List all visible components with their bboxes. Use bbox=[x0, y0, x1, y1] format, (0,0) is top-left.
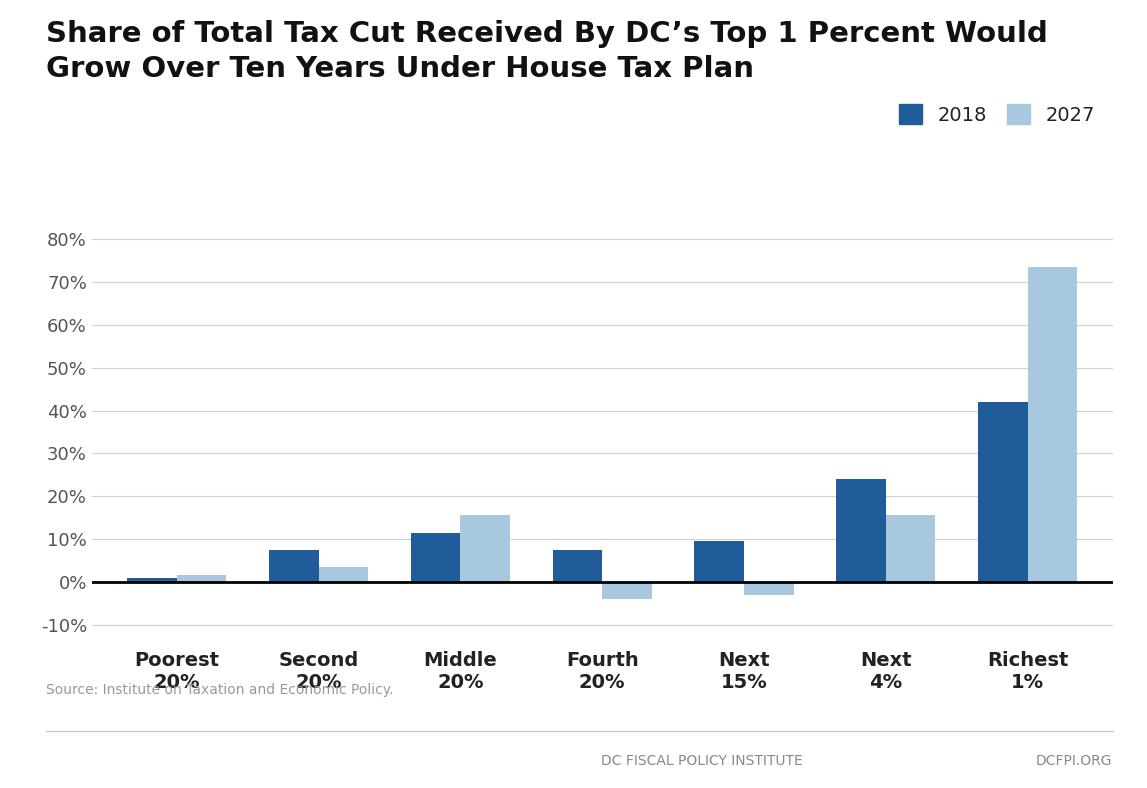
Bar bbox=[885, 515, 935, 582]
Legend: 2018, 2027: 2018, 2027 bbox=[891, 96, 1103, 132]
Bar bbox=[744, 582, 794, 595]
Bar bbox=[270, 550, 319, 582]
Bar bbox=[602, 582, 651, 599]
Bar bbox=[127, 578, 177, 582]
Bar bbox=[319, 567, 368, 582]
Bar bbox=[836, 479, 885, 582]
Text: DC FISCAL POLICY INSTITUTE: DC FISCAL POLICY INSTITUTE bbox=[601, 754, 803, 768]
Bar bbox=[411, 533, 460, 582]
Bar bbox=[177, 575, 226, 582]
Text: Source: Institute on Taxation and Economic Policy.: Source: Institute on Taxation and Econom… bbox=[46, 683, 393, 697]
Bar bbox=[553, 550, 602, 582]
Text: DCFPI.ORG: DCFPI.ORG bbox=[1036, 754, 1113, 768]
Bar bbox=[460, 515, 510, 582]
Text: Share of Total Tax Cut Received By DC’s Top 1 Percent Would: Share of Total Tax Cut Received By DC’s … bbox=[46, 20, 1047, 48]
Bar bbox=[1028, 267, 1077, 582]
Bar bbox=[694, 541, 744, 582]
Text: Grow Over Ten Years Under House Tax Plan: Grow Over Ten Years Under House Tax Plan bbox=[46, 55, 754, 84]
Bar bbox=[978, 402, 1028, 582]
